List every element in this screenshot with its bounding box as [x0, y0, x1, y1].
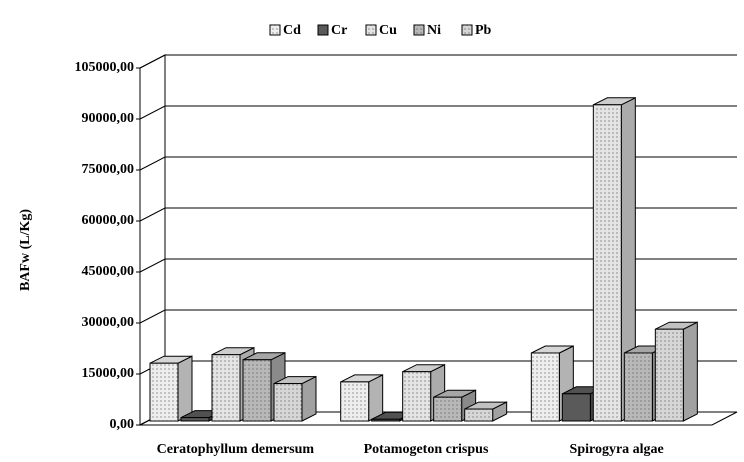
- bar-pattern: [531, 353, 560, 421]
- bar-pattern: [655, 329, 684, 421]
- bar-pattern: [150, 363, 178, 421]
- legend-swatch-pattern: [366, 25, 376, 35]
- bar-pattern: [402, 371, 431, 421]
- bar-pattern: [624, 353, 653, 421]
- grid-line: [139, 207, 737, 222]
- bar-pattern: [433, 397, 462, 421]
- bar-side: [177, 355, 193, 422]
- legend-label: Cu: [379, 23, 397, 38]
- bar-side: [301, 375, 317, 422]
- legend-swatch-pattern: [462, 25, 472, 35]
- bar-pattern: [243, 359, 271, 421]
- grid-line: [139, 105, 737, 120]
- grid-line: [139, 156, 737, 171]
- legend-swatch: [317, 24, 329, 36]
- y-tick-label: 15000,00: [82, 366, 135, 381]
- bar-pattern: [593, 104, 622, 422]
- bar-side: [368, 374, 384, 422]
- legend-label: Cd: [283, 23, 301, 38]
- x-tick-label: Spirogyra algae: [570, 442, 664, 457]
- y-axis-label: BAFw (L/Kg): [18, 209, 33, 291]
- grid-line: [139, 309, 737, 324]
- legend-label: Cr: [331, 23, 347, 38]
- y-tick-label: 90000,00: [82, 111, 135, 126]
- x-tick-label: Potamogeton crispus: [364, 442, 489, 457]
- legend-swatch-pattern: [414, 25, 424, 35]
- bar-pattern: [464, 409, 493, 421]
- y-tick-label: 60000,00: [82, 213, 135, 228]
- y-tick-label: 0,00: [110, 417, 135, 432]
- legend-swatch-pattern: [270, 25, 280, 35]
- bar: [561, 393, 591, 422]
- grid-line: [139, 54, 737, 69]
- bar-pattern: [274, 383, 302, 421]
- y-tick-label: 45000,00: [82, 264, 135, 279]
- bar-pattern: [212, 354, 240, 421]
- legend-label: Ni: [427, 23, 441, 38]
- y-tick-label: 30000,00: [82, 315, 135, 330]
- bar-side: [682, 321, 698, 422]
- grid-line: [139, 258, 737, 273]
- y-tick-label: 75000,00: [82, 162, 135, 177]
- bar: [180, 417, 210, 422]
- x-tick-label: Ceratophyllum demersum: [157, 442, 315, 457]
- bar-pattern: [340, 381, 369, 421]
- bar: [371, 418, 401, 422]
- y-tick-label: 105000,00: [75, 60, 135, 75]
- legend-label: Pb: [475, 23, 492, 38]
